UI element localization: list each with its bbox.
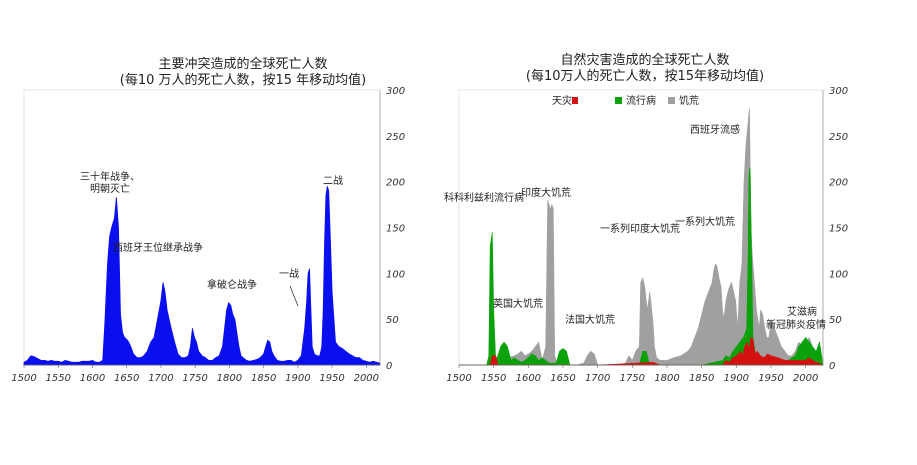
disaster-y-tick-label: 250 bbox=[829, 132, 848, 143]
conflict-x-tick-label: 1700 bbox=[148, 373, 173, 384]
annotation-thirty-years-war: 三十年战争、 bbox=[80, 170, 140, 183]
disaster-chart-title: 自然灾害造成的全球死亡人数 bbox=[560, 52, 729, 68]
annotation-cocoliztli: 科科利兹利流行病 bbox=[444, 191, 524, 204]
disaster-y-tick-label: 150 bbox=[829, 224, 848, 235]
legend-label-natural-disaster: 天灾 bbox=[552, 94, 572, 107]
conflict-chart-title: 主要冲突造成的全球死亡人数 bbox=[158, 56, 327, 72]
conflict-y-ticks: 0 50 100 150 200 250 300 bbox=[386, 86, 405, 372]
conflict-x-tick-label: 1650 bbox=[114, 373, 139, 384]
conflict-x-tick-label: 2000 bbox=[354, 373, 379, 384]
conflict-x-tick-label: 1950 bbox=[319, 373, 344, 384]
conflict-y-tick-label: 200 bbox=[386, 178, 405, 189]
conflict-y-tick-label: 50 bbox=[386, 315, 399, 326]
annotation-napoleonic-wars: 拿破仑战争 bbox=[207, 278, 257, 291]
disaster-x-tick-label: 2000 bbox=[793, 373, 818, 384]
conflict-x-ticks: 1500 1550 1600 1650 1700 1750 1800 1850 1900 1950… bbox=[11, 365, 379, 384]
disaster-x-tick-label: 1600 bbox=[516, 373, 541, 384]
disaster-y-tick-label: 200 bbox=[829, 178, 848, 189]
conflict-y-tick-label: 0 bbox=[386, 361, 392, 372]
annotation-covid: 新冠肺炎疫情 bbox=[766, 318, 826, 331]
annotation-indian-famines-series: 一系列印度大饥荒 bbox=[600, 222, 680, 235]
conflict-deaths-area bbox=[23, 186, 381, 366]
disaster-legend: 天灾 流行病 饥荒 bbox=[552, 94, 699, 107]
conflict-x-tick-label: 1900 bbox=[285, 373, 310, 384]
annotation-ming-fall: 明朝灭亡 bbox=[90, 182, 130, 195]
legend-swatch-natural-disaster bbox=[572, 97, 578, 104]
annotation-aids: 艾滋病 bbox=[787, 305, 817, 318]
conflict-y-tick-label: 300 bbox=[386, 86, 405, 97]
disaster-x-ticks: 1500 1550 1600 1650 1700 1750 1800 1850 1900 1950… bbox=[446, 365, 818, 384]
annotation-ww1-pointer bbox=[289, 285, 299, 307]
disaster-annotations: 科科利兹利流行病 印度大饥荒 英国大饥荒 法国大饥荒 一系列印度大饥荒 一系列大… bbox=[444, 123, 826, 331]
annotation-english-famine: 英国大饥荒 bbox=[493, 297, 543, 310]
annotation-ww1: 一战 bbox=[279, 268, 299, 280]
legend-label-famine: 饥荒 bbox=[679, 94, 699, 107]
conflict-x-tick-label: 1850 bbox=[251, 373, 276, 384]
annotation-spanish-flu: 西班牙流感 bbox=[690, 123, 740, 136]
conflict-x-tick-label: 1750 bbox=[182, 373, 207, 384]
conflict-x-tick-label: 1550 bbox=[46, 373, 71, 384]
annotation-ww2: 二战 bbox=[323, 175, 343, 187]
disaster-y-tick-label: 100 bbox=[829, 269, 848, 280]
conflict-chart: 主要冲突造成的全球死亡人数 (每10 万人的死亡人数，按15 年移动均值) 15… bbox=[11, 56, 405, 384]
disaster-x-tick-label: 1900 bbox=[724, 373, 749, 384]
conflict-x-tick-label: 1600 bbox=[80, 373, 105, 384]
natural-disaster-chart: 自然灾害造成的全球死亡人数 (每10万人的死亡人数，按15年移动均值) 1500… bbox=[444, 52, 848, 384]
disaster-x-tick-label: 1850 bbox=[689, 373, 714, 384]
disaster-x-tick-label: 1800 bbox=[654, 373, 679, 384]
conflict-x-tick-label: 1800 bbox=[217, 373, 242, 384]
disaster-chart-subtitle: (每10万人的死亡人数，按15年移动均值) bbox=[526, 68, 764, 84]
legend-swatch-epidemic bbox=[615, 97, 622, 104]
conflict-chart-subtitle: (每10 万人的死亡人数，按15 年移动均值) bbox=[120, 72, 367, 88]
disaster-y-tick-label: 0 bbox=[829, 361, 835, 372]
disaster-x-tick-label: 1700 bbox=[585, 373, 610, 384]
famine-area bbox=[459, 108, 824, 366]
conflict-y-tick-label: 100 bbox=[386, 269, 405, 280]
conflict-annotations: 三十年战争、 明朝灭亡 西班牙王位继承战争 拿破仑战争 一战 二战 bbox=[80, 170, 343, 307]
annotation-french-famine: 法国大饥荒 bbox=[565, 313, 615, 326]
disaster-y-tick-label: 300 bbox=[829, 86, 848, 97]
annotation-great-famines-series: 一系列大饥荒 bbox=[675, 215, 735, 228]
conflict-y-tick-label: 250 bbox=[386, 132, 405, 143]
conflict-x-tick-label: 1500 bbox=[11, 373, 36, 384]
disaster-y-ticks: 0 50 100 150 200 250 300 bbox=[829, 86, 848, 372]
disaster-x-tick-label: 1550 bbox=[481, 373, 506, 384]
disaster-x-tick-label: 1650 bbox=[550, 373, 575, 384]
conflict-y-tick-label: 150 bbox=[386, 224, 405, 235]
legend-label-epidemic: 流行病 bbox=[626, 94, 656, 107]
disaster-x-tick-label: 1500 bbox=[446, 373, 471, 384]
disaster-x-tick-label: 1750 bbox=[620, 373, 645, 384]
legend-swatch-famine bbox=[668, 97, 675, 104]
disaster-y-tick-label: 50 bbox=[829, 315, 842, 326]
annotation-indian-famine: 印度大饥荒 bbox=[521, 186, 571, 199]
annotation-spanish-succession: 西班牙王位继承战争 bbox=[113, 241, 203, 254]
disaster-x-tick-label: 1950 bbox=[758, 373, 783, 384]
